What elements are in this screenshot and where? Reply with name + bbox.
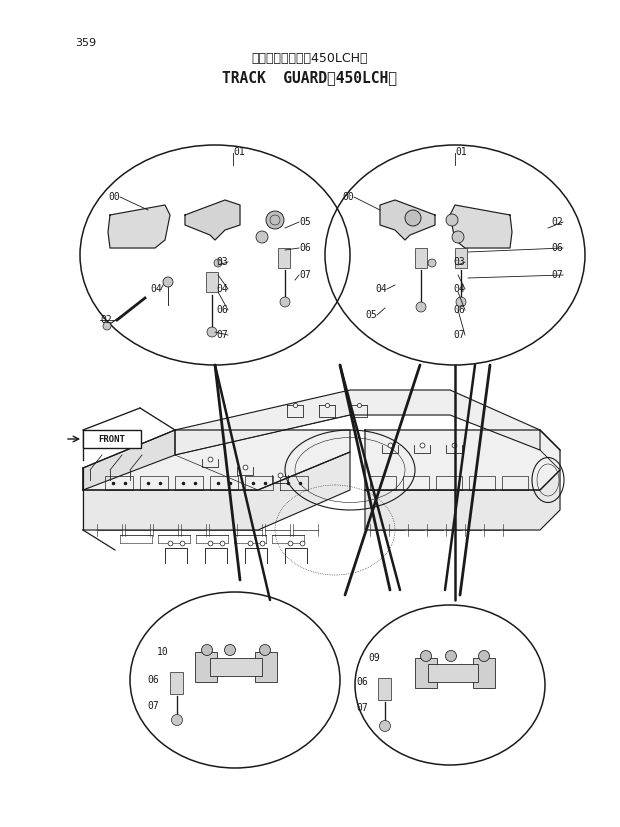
Text: 06: 06: [356, 677, 368, 687]
Circle shape: [202, 644, 213, 656]
Bar: [170, 672, 183, 694]
Bar: [278, 248, 290, 268]
Circle shape: [214, 259, 222, 267]
Text: トラックガード〈450LCH〉: トラックガード〈450LCH〉: [252, 52, 368, 65]
Text: 10: 10: [157, 647, 169, 657]
Text: FRONT: FRONT: [99, 434, 125, 443]
Text: 04: 04: [150, 284, 162, 294]
Text: 01: 01: [233, 147, 245, 157]
Circle shape: [266, 211, 284, 229]
Circle shape: [479, 651, 490, 662]
Text: 05: 05: [365, 310, 377, 320]
Circle shape: [256, 231, 268, 243]
Text: 07: 07: [453, 330, 465, 340]
Polygon shape: [108, 205, 170, 248]
Circle shape: [420, 651, 432, 662]
Text: 07: 07: [356, 703, 368, 713]
Text: 00: 00: [108, 192, 120, 202]
Circle shape: [446, 214, 458, 226]
Text: 07: 07: [551, 270, 563, 280]
Bar: [415, 248, 427, 268]
Circle shape: [428, 259, 436, 267]
Polygon shape: [185, 200, 240, 240]
Circle shape: [452, 231, 464, 243]
Text: 05: 05: [299, 217, 311, 227]
Bar: [210, 658, 262, 676]
Bar: [206, 272, 218, 292]
Circle shape: [456, 297, 466, 307]
Text: 03: 03: [453, 257, 465, 267]
Text: 00: 00: [342, 192, 354, 202]
Polygon shape: [175, 390, 540, 455]
Polygon shape: [380, 200, 435, 240]
Polygon shape: [450, 205, 512, 248]
Text: 02: 02: [100, 315, 112, 325]
Polygon shape: [83, 452, 350, 530]
Polygon shape: [83, 430, 350, 490]
Circle shape: [416, 302, 426, 312]
Text: 04: 04: [453, 284, 465, 294]
Bar: [195, 652, 217, 682]
Text: TRACK  GUARD〈450LCH〉: TRACK GUARD〈450LCH〉: [223, 70, 397, 85]
Bar: [428, 664, 478, 682]
Bar: [455, 248, 467, 268]
Text: 01: 01: [455, 147, 467, 157]
Polygon shape: [365, 470, 560, 530]
Text: 09: 09: [368, 653, 379, 663]
Circle shape: [446, 651, 456, 662]
Text: 04: 04: [375, 284, 387, 294]
Circle shape: [103, 322, 111, 330]
Text: 02: 02: [551, 217, 563, 227]
Text: 03: 03: [216, 257, 228, 267]
Text: 06: 06: [216, 305, 228, 315]
Text: 06: 06: [551, 243, 563, 253]
Text: 07: 07: [299, 270, 311, 280]
Text: 07: 07: [216, 330, 228, 340]
Circle shape: [379, 720, 391, 732]
Circle shape: [405, 210, 421, 226]
Bar: [415, 658, 437, 688]
Polygon shape: [365, 430, 560, 490]
Bar: [255, 652, 277, 682]
Polygon shape: [83, 430, 175, 490]
Text: 07: 07: [147, 701, 159, 711]
Text: 06: 06: [299, 243, 311, 253]
Circle shape: [224, 644, 236, 656]
Circle shape: [207, 327, 217, 337]
Text: 04: 04: [216, 284, 228, 294]
Text: 359: 359: [75, 38, 96, 48]
Text: 06: 06: [453, 305, 465, 315]
Circle shape: [260, 644, 270, 656]
FancyBboxPatch shape: [83, 430, 141, 448]
Circle shape: [280, 297, 290, 307]
Text: 06: 06: [147, 675, 159, 685]
Bar: [473, 658, 495, 688]
Circle shape: [172, 715, 182, 725]
Circle shape: [163, 277, 173, 287]
Bar: [378, 678, 391, 700]
